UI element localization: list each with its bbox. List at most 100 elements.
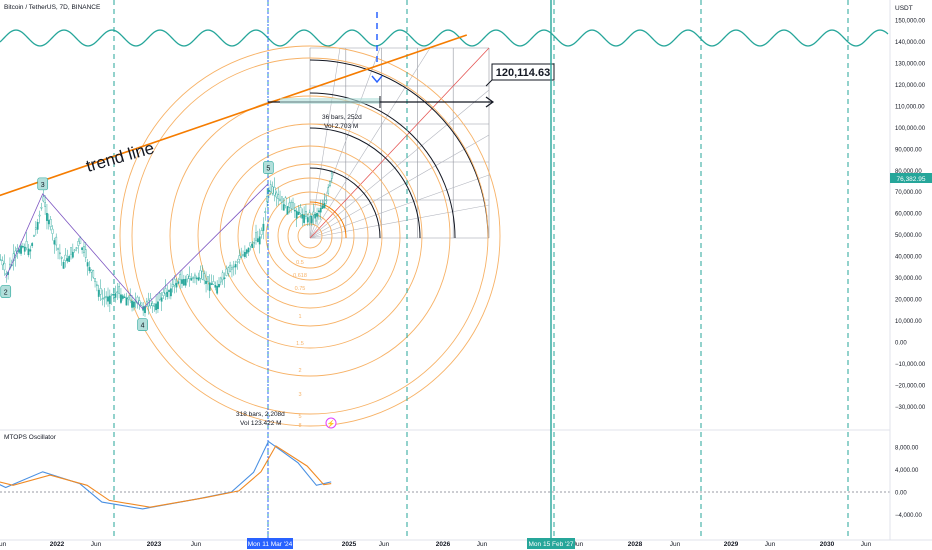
candle: [216, 285, 219, 294]
current-price-badge: 76,382.95: [890, 173, 932, 183]
candle: [319, 207, 322, 213]
time-tick-label: 2029: [724, 541, 739, 548]
candle: [22, 245, 24, 248]
fan-arc: [309, 92, 456, 239]
candle: [36, 221, 39, 230]
fib-level-label: 1.5: [296, 341, 304, 347]
candle: [255, 232, 257, 241]
time-tick-label: Jun: [0, 541, 7, 548]
time-tick-label: Jun: [670, 541, 681, 548]
candle: [166, 291, 169, 297]
time-tick-label: 2023: [147, 541, 162, 548]
candle: [66, 258, 69, 262]
candle: [281, 196, 283, 203]
fib-circle: [237, 163, 383, 309]
candle: [249, 242, 252, 247]
candle: [295, 210, 298, 219]
candle: [42, 196, 45, 202]
osc-tick-label: 4,000.00: [895, 468, 919, 474]
price-callout-text: 120,114.63: [496, 67, 550, 79]
fib-circle: [219, 145, 401, 327]
price-axis[interactable]: [890, 0, 932, 540]
price-level-arrow: [485, 96, 495, 108]
cycle-wave: [0, 29, 889, 47]
candle: [125, 297, 128, 306]
candle: [157, 301, 159, 310]
wave-badge-label: 3: [41, 182, 45, 189]
price-tick-label: 150,000.00: [895, 19, 926, 25]
price-tick-label: 100,000.00: [895, 126, 926, 132]
candle: [0, 259, 2, 261]
range-small-vol: Vol 2.703 M: [324, 123, 358, 130]
fan-arc: [309, 201, 347, 239]
candle: [212, 281, 215, 285]
price-tick-label: −30,000.00: [895, 405, 926, 411]
price-callout: 120,114.63: [485, 63, 555, 87]
time-tick-label: Jun: [91, 541, 102, 548]
trend-line-label: trend line: [84, 138, 156, 176]
candle: [218, 283, 220, 288]
candle: [253, 242, 256, 244]
candle: [38, 214, 41, 217]
price-tick-label: 60,000.00: [895, 212, 922, 218]
candle: [297, 211, 300, 215]
candle: [219, 277, 222, 283]
current-price-text: 76,382.95: [897, 176, 926, 183]
price-tick-label: 10,000.00: [895, 319, 922, 325]
candle: [266, 196, 268, 202]
crosshair-date-text: Mon 11 Mar '24: [248, 541, 293, 548]
candle: [53, 240, 56, 245]
osc-tick-label: 0.00: [895, 491, 907, 497]
candle: [330, 172, 333, 179]
candle: [186, 274, 189, 280]
candle: [97, 289, 100, 297]
candle: [299, 207, 302, 214]
price-tick-label: 120,000.00: [895, 83, 926, 89]
fib-level-label: 5: [298, 414, 301, 420]
candle: [160, 297, 163, 302]
wave-badge: [263, 161, 274, 174]
fan-ray: [309, 134, 490, 239]
lightning-icon[interactable]: [325, 417, 337, 429]
candle: [95, 284, 98, 287]
candle: [71, 251, 74, 258]
candle: [306, 217, 309, 223]
candle: [275, 192, 278, 198]
candle: [312, 211, 315, 216]
fan-ray: [309, 204, 490, 239]
candle: [49, 219, 52, 228]
currency-label: USDT: [895, 5, 913, 12]
candle: [164, 288, 167, 295]
candle: [151, 303, 154, 306]
candle: [301, 214, 304, 219]
candle: [243, 252, 246, 257]
range-small-bars: 36 bars, 252d: [322, 114, 362, 121]
candle: [168, 290, 170, 292]
candle: [155, 303, 157, 311]
price-tick-label: 140,000.00: [895, 40, 926, 46]
candle: [245, 249, 248, 254]
candle: [64, 254, 67, 261]
time-tick-label: Jun: [191, 541, 202, 548]
time-tick-label: Jun: [861, 541, 872, 548]
price-tick-label: 50,000.00: [895, 233, 922, 239]
candle: [131, 300, 133, 308]
fib-circle: [119, 45, 501, 427]
fan-ray: [309, 47, 341, 239]
candle: [318, 210, 320, 212]
candle: [205, 280, 207, 284]
cursor-date-badge: Mon 15 Feb '27: [527, 538, 575, 549]
candle: [234, 264, 237, 268]
fan-ray-main: [309, 47, 490, 239]
fan-arc: [309, 59, 489, 239]
candle: [194, 274, 196, 279]
wave-badges: 2 3 4 5: [0, 161, 274, 332]
candle: [25, 240, 28, 249]
candle: [327, 187, 330, 194]
candle: [227, 267, 230, 274]
candle: [179, 273, 182, 281]
fib-circle: [265, 191, 355, 281]
fan-ray: [309, 89, 490, 239]
price-level-zone: [280, 98, 380, 104]
